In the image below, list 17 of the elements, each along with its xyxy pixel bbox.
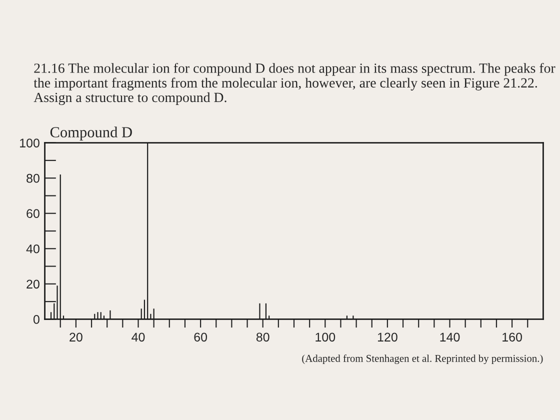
x-tick-label: 120 (378, 332, 398, 342)
x-tick-label: 140 (440, 332, 460, 342)
x-tick-label: 100 (316, 332, 336, 342)
y-tick-label: 40 (26, 244, 40, 254)
text: (Adapted from Stenhagen et al. Reprinted by permission.) (302, 354, 543, 364)
chart-subtitle: 21.16 The molecular ion for compound D does not appear in its mass spectrum. The peaks for the important fragments from the molecular ion, however, are clearly seen in Figure 21.22. Assign a structure to compound D. (34, 62, 556, 106)
chart-title: Compound D (50, 126, 132, 140)
y-tick-label: 0 (33, 315, 40, 324)
y-tick-label: 80 (26, 174, 40, 183)
x-tick-label: 60 (194, 332, 208, 342)
x-tick-label: 80 (256, 332, 270, 342)
y-tick-label: 100 (20, 138, 40, 148)
x-tick-label: 20 (70, 332, 82, 342)
y-tick-label: 20 (26, 280, 40, 289)
x-tick-label: 40 (132, 332, 145, 342)
y-tick-label: 60 (26, 209, 40, 218)
x-tick-label: 160 (502, 332, 522, 342)
